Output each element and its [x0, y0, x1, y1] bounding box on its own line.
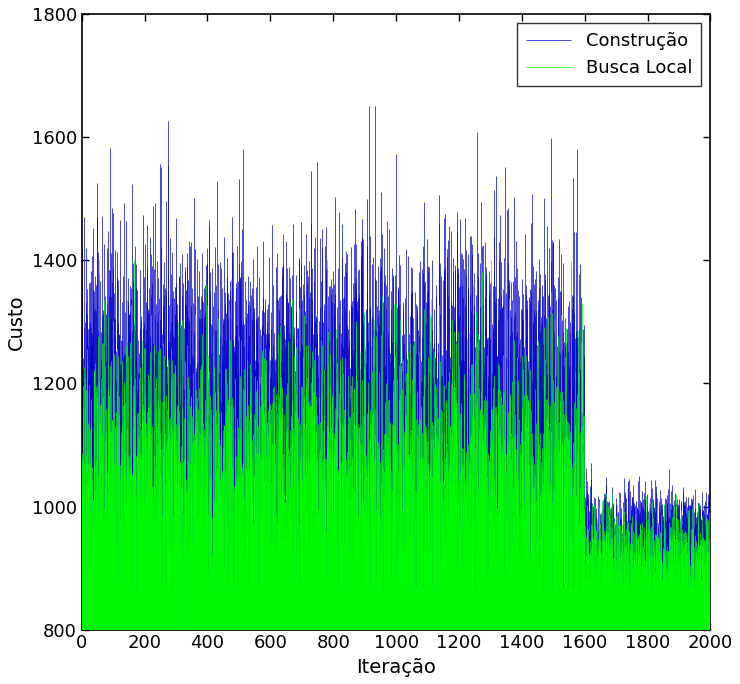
Legend: Construção, Busca Local: Construção, Busca Local — [517, 23, 702, 86]
X-axis label: Iteração: Iteração — [356, 658, 436, 677]
Y-axis label: Custo: Custo — [7, 294, 26, 350]
